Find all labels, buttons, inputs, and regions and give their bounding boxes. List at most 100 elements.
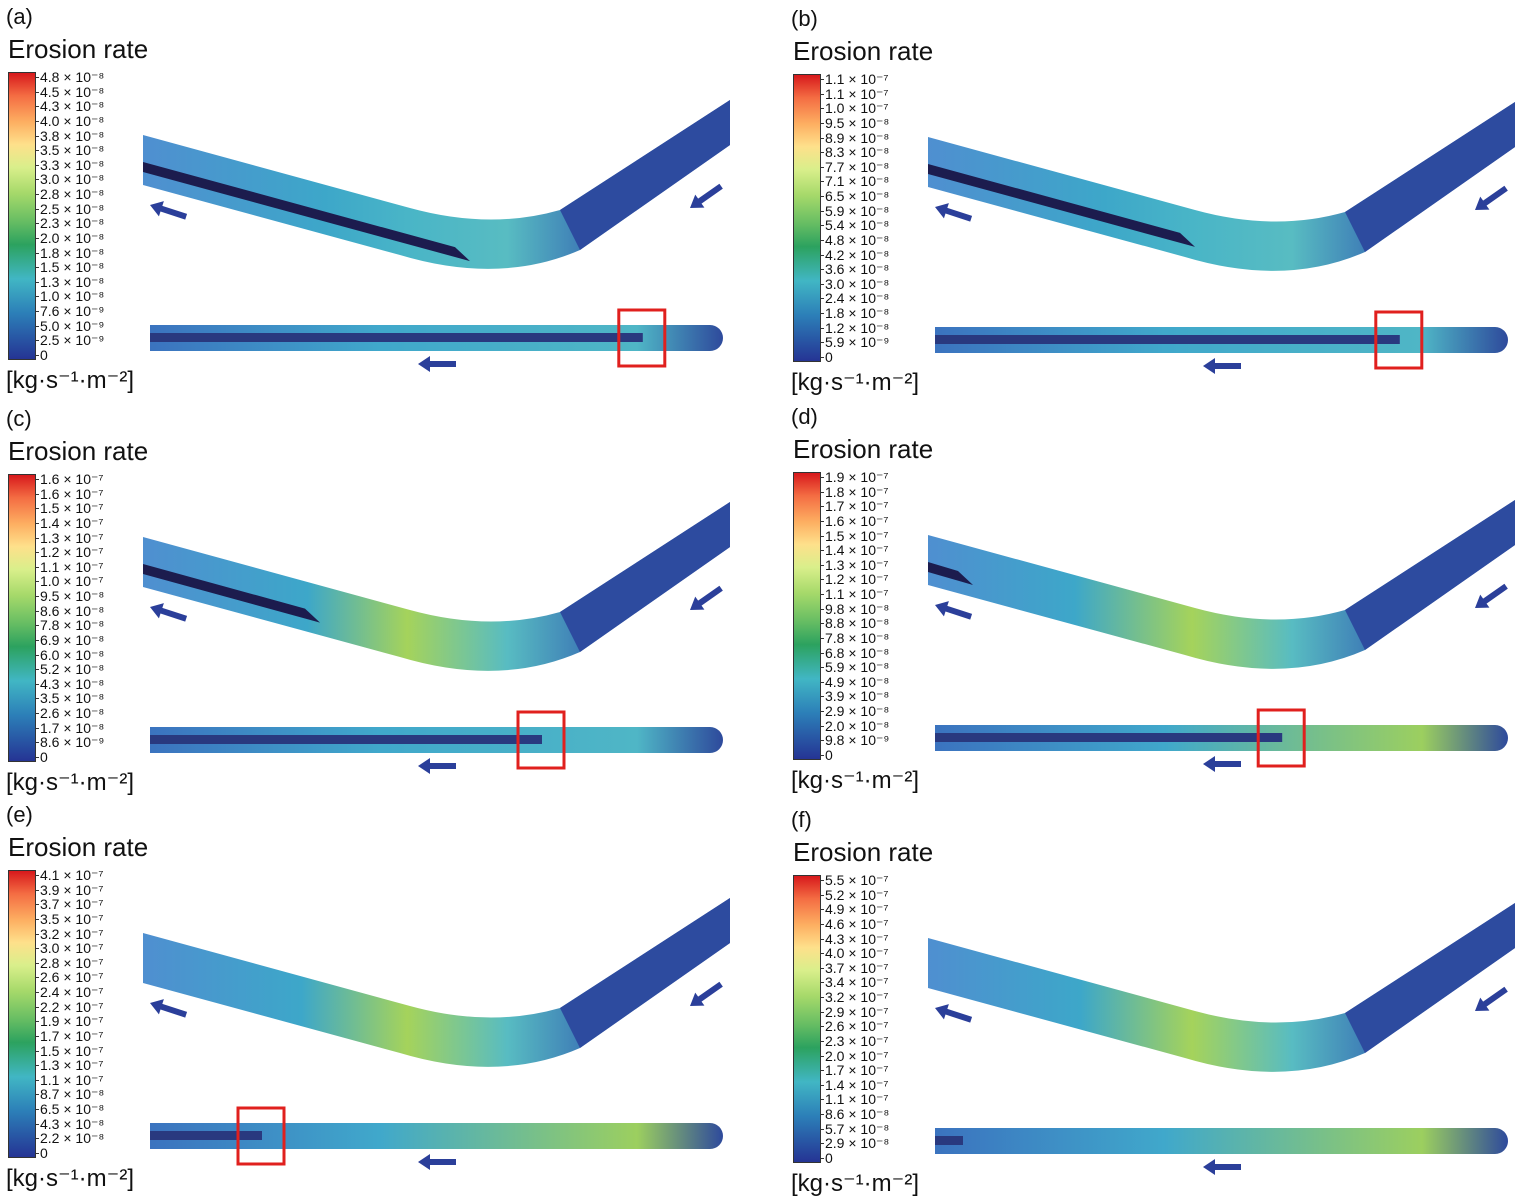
colorbar-tick-label: 7.6 × 10⁻⁹	[34, 303, 105, 320]
colorbar-tick-label: 2.6 × 10⁻⁸	[34, 705, 105, 722]
colorbar-tick-label: 2.4 × 10⁻⁸	[819, 290, 890, 307]
pipe-core-zone	[935, 1136, 963, 1145]
colorbar-tick-label: 1.6 × 10⁻⁷	[34, 471, 104, 487]
colorbar-tick-label: 1.0 × 10⁻⁸	[34, 288, 105, 305]
colorbar-tick-label: 1.2 × 10⁻⁸	[819, 319, 890, 336]
colorbar-tick-label: 2.8 × 10⁻⁸	[34, 186, 105, 203]
flow-arrow-bottom-icon	[418, 758, 456, 774]
colorbar-tick-label: 2.0 × 10⁻⁷	[819, 1047, 889, 1064]
pipe-core-zone	[150, 1131, 262, 1140]
colorbar-tick-label: 1.3 × 10⁻⁸	[34, 273, 105, 290]
colorbar-tick-label: 1.1 × 10⁻⁷	[34, 1071, 104, 1088]
colorbar-tick-label: 5.0 × 10⁻⁹	[34, 317, 105, 334]
colorbar-tick-label: 2.6 × 10⁻⁷	[34, 969, 104, 986]
colorbar-tick-label: 9.8 × 10⁻⁸	[819, 600, 890, 617]
colorbar-tick-label: 4.9 × 10⁻⁸	[819, 673, 890, 690]
unit-label: [kg·s⁻¹·m⁻²]	[791, 369, 919, 396]
colorbar-ticks: 1.1 × 10⁻⁷ 1.1 × 10⁻⁷ 1.0 × 10⁻⁷ 9.5 × 10⁻⁸…	[819, 72, 935, 364]
colorbar-tick-label: 3.5 × 10⁻⁸	[34, 690, 105, 707]
elbow-outlet-segment	[560, 100, 730, 250]
panel-b: (b) Erosion rate 1.1 × 10⁻⁷ 1.1 × 10⁻⁷ 1.0 ×…	[785, 2, 1535, 401]
colorbar-tick-label: 2.9 × 10⁻⁸	[819, 703, 890, 720]
unit-label: [kg·s⁻¹·m⁻²]	[6, 367, 134, 394]
panel-e: (e) Erosion rate 4.1 × 10⁻⁷ 3.9 × 10⁻⁷ 3.7 ×…	[0, 798, 767, 1197]
panel-letter: (f)	[791, 807, 812, 832]
colorbar-tick-label: 7.1 × 10⁻⁸	[819, 173, 890, 190]
legend-title: Erosion rate	[8, 436, 149, 466]
colorbar-tick-label: 1.5 × 10⁻⁸	[34, 259, 105, 276]
colorbar-tick-label: 1.0 × 10⁻⁷	[819, 100, 889, 117]
colorbar-tick-label: 2.8 × 10⁻⁷	[34, 954, 104, 971]
colorbar-tick-label: 1.4 × 10⁻⁷	[34, 514, 104, 531]
colorbar-tick-label: 0	[820, 1150, 833, 1166]
colorbar-tick-label: 5.9 × 10⁻⁸	[819, 202, 890, 219]
colorbar-tick-label: 9.5 × 10⁻⁸	[819, 114, 890, 131]
panel-letter: (b)	[791, 6, 818, 31]
colorbar-tick-label: 2.0 × 10⁻⁸	[819, 717, 890, 734]
flow-arrow-bottom-icon	[418, 356, 456, 372]
pipe-geometry	[143, 502, 730, 774]
colorbar-tick-label: 1.7 × 10⁻⁸	[34, 719, 105, 736]
colorbar-ticks: 1.6 × 10⁻⁷ 1.6 × 10⁻⁷ 1.5 × 10⁻⁷ 1.4 × 10⁻⁷…	[34, 471, 150, 764]
colorbar-tick-label: 3.0 × 10⁻⁸	[819, 275, 890, 292]
pipe-geometry	[928, 500, 1515, 772]
legend-title: Erosion rate	[793, 434, 934, 464]
colorbar-tick-label: 2.3 × 10⁻⁸	[34, 215, 105, 232]
colorbar-tick-label: 3.4 × 10⁻⁷	[819, 974, 889, 991]
low-erosion-zone	[928, 164, 1195, 247]
colorbar-tick-label: 1.4 × 10⁻⁷	[819, 542, 889, 559]
colorbar-tick-label: 7.7 × 10⁻⁸	[819, 158, 890, 175]
colorbar-ticks: 4.8 × 10⁻⁸ 4.5 × 10⁻⁸ 4.3 × 10⁻⁸ 4.0 × 10⁻⁸…	[34, 70, 150, 363]
colorbar-tick-label: 1.3 × 10⁻⁷	[819, 556, 889, 573]
colorbar-tick-label: 3.7 × 10⁻⁷	[819, 959, 889, 976]
colorbar-tick-label: 0	[35, 347, 48, 363]
colorbar-tick-label: 4.8 × 10⁻⁸	[819, 231, 890, 248]
flow-arrow-inlet-icon	[1475, 986, 1508, 1011]
colorbar-tick-label: 2.6 × 10⁻⁷	[819, 1018, 889, 1035]
colorbar-tick-label: 8.7 × 10⁻⁸	[34, 1086, 105, 1103]
flow-arrow-inlet-icon	[690, 585, 723, 610]
colorbar-tick-label: 8.6 × 10⁻⁸	[819, 1106, 890, 1123]
colorbar-tick-label: 5.7 × 10⁻⁸	[819, 1120, 890, 1137]
colorbar-tick-label: 1.0 × 10⁻⁷	[34, 573, 104, 590]
colorbar-tick-label: 4.3 × 10⁻⁸	[34, 675, 105, 692]
elbow-outlet-segment	[1345, 500, 1515, 650]
colorbar-tick-label: 6.8 × 10⁻⁸	[819, 644, 890, 661]
legend-title: Erosion rate	[793, 36, 934, 66]
flow-arrow-left-icon	[935, 601, 973, 620]
panel-a: (a) Erosion rate 4.8 × 10⁻⁸ 4.5 × 10⁻⁸ 4.3 ×…	[0, 0, 767, 399]
colorbar-tick-label: 5.2 × 10⁻⁷	[819, 886, 889, 903]
colorbar-tick-label: 2.5 × 10⁻⁸	[34, 200, 105, 217]
colorbar-tick-label: 1.9 × 10⁻⁷	[819, 469, 889, 485]
flow-arrow-inlet-icon	[690, 183, 723, 208]
panel-letter: (e)	[6, 802, 33, 827]
colorbar-tick-label: 8.6 × 10⁻⁸	[34, 602, 105, 619]
panel-letter: (c)	[6, 406, 32, 431]
panel-letter: (d)	[791, 404, 818, 429]
colorbar-ticks: 4.1 × 10⁻⁷ 3.9 × 10⁻⁷ 3.7 × 10⁻⁷ 3.5 × 10⁻⁷…	[34, 868, 150, 1161]
colorbar-tick-label: 9.8 × 10⁻⁹	[819, 732, 890, 749]
colorbar-tick-label: 4.3 × 10⁻⁸	[34, 1115, 105, 1132]
colorbar-tick-label: 4.2 × 10⁻⁸	[819, 246, 890, 263]
flow-arrow-left-icon	[150, 999, 188, 1018]
colorbar-tick-label: 1.7 × 10⁻⁷	[819, 1062, 889, 1079]
pipe-geometry	[143, 100, 730, 372]
highlight-box	[1374, 310, 1424, 370]
colorbar-tick-label: 1.1 × 10⁻⁷	[34, 558, 104, 575]
unit-label: [kg·s⁻¹·m⁻²]	[791, 767, 919, 794]
colorbar-tick-label: 6.5 × 10⁻⁸	[34, 1101, 105, 1118]
colorbar-tick-label: 0	[820, 747, 833, 763]
legend-title: Erosion rate	[8, 34, 149, 64]
colorbar-tick-label: 8.8 × 10⁻⁸	[819, 615, 890, 632]
colorbar-tick-label: 1.1 × 10⁻⁷	[819, 1091, 889, 1108]
colorbar-tick-label: 3.8 × 10⁻⁸	[34, 127, 105, 144]
straight-pipe	[150, 1123, 723, 1149]
flow-arrow-left-icon	[150, 603, 188, 622]
colorbar-tick-label: 1.9 × 10⁻⁷	[34, 1013, 104, 1030]
colorbar-tick-label: 4.3 × 10⁻⁸	[34, 98, 105, 115]
colorbar-tick-label: 3.2 × 10⁻⁷	[819, 989, 889, 1006]
colorbar-tick-label: 4.3 × 10⁻⁷	[819, 930, 889, 947]
colorbar-tick-label: 0	[35, 1145, 48, 1161]
flow-arrow-inlet-icon	[1475, 583, 1508, 608]
colorbar-tick-label: 1.7 × 10⁻⁷	[34, 1027, 104, 1044]
